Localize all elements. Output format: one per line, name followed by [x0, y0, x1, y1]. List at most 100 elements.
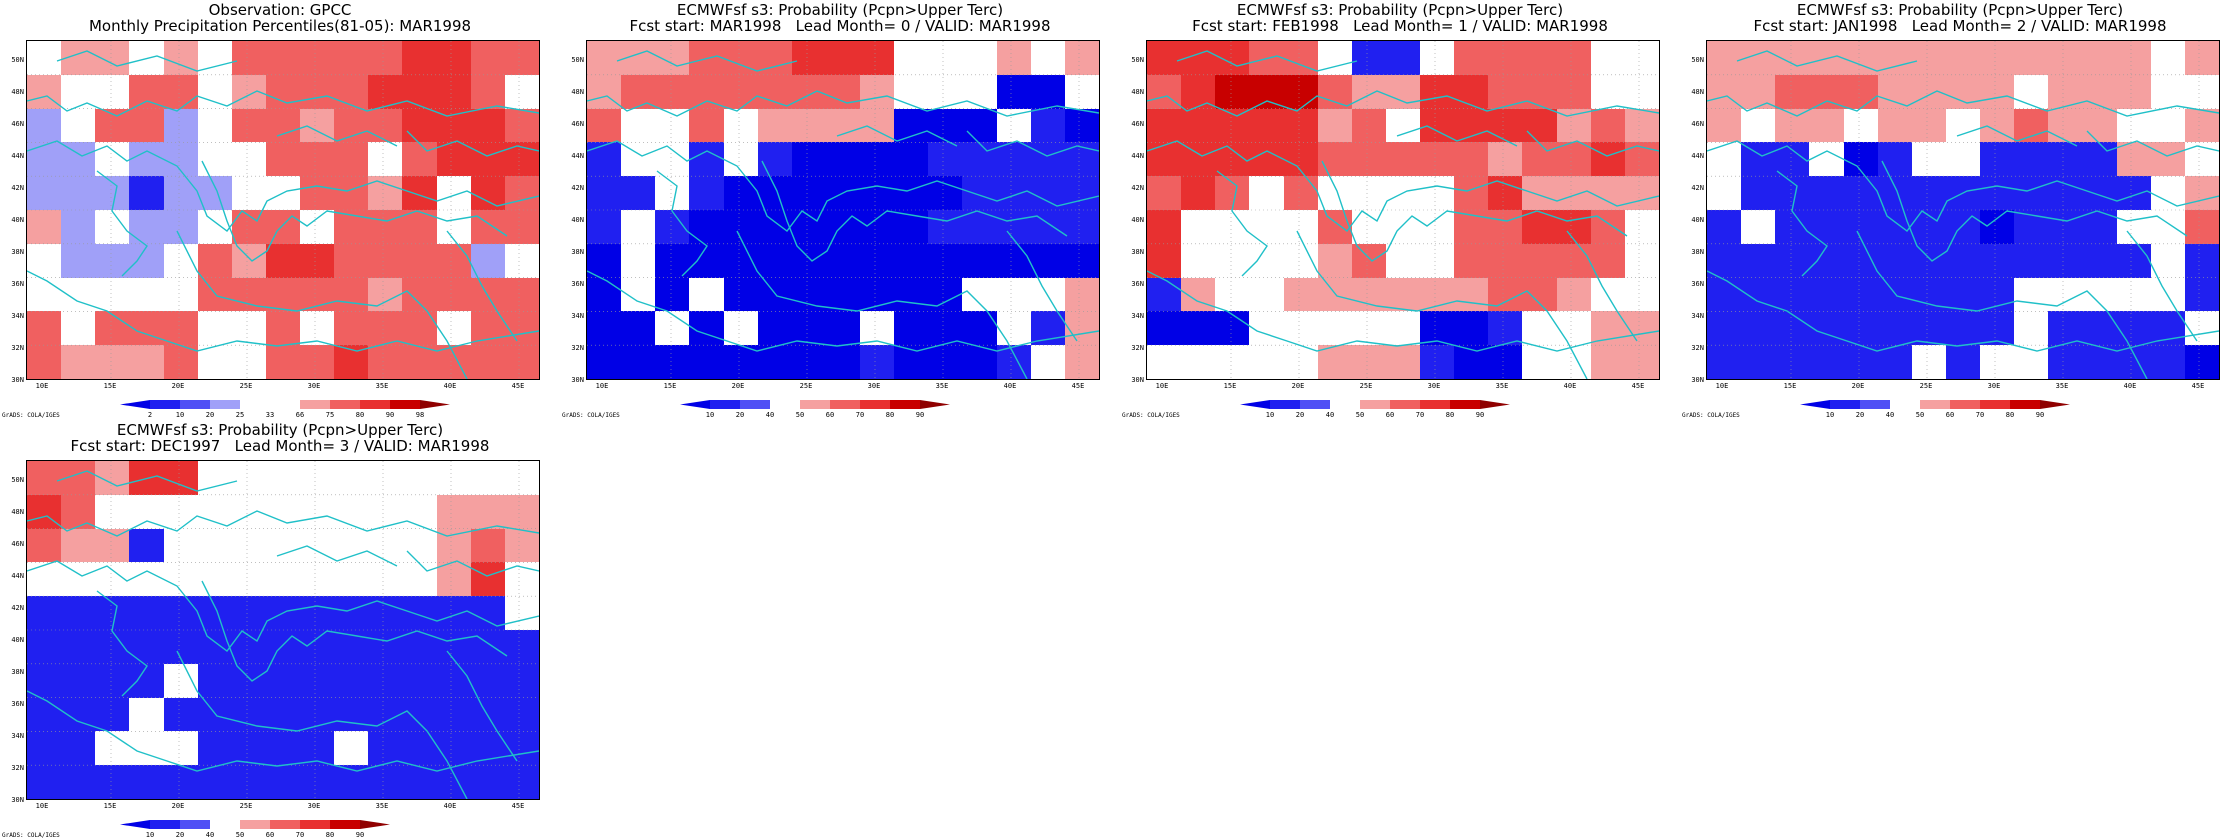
grid-cell: [300, 41, 335, 75]
grid-cell: [61, 345, 96, 379]
grid-cell: [1877, 209, 1912, 244]
grid-cell: [2184, 243, 2219, 278]
longitude-label: 40E: [1003, 382, 1017, 390]
colorbar-label: 80: [1445, 411, 1455, 419]
latitude-label: 36N: [11, 700, 24, 708]
grid-cell: [436, 461, 471, 495]
grid-cell: [1385, 209, 1421, 244]
grid-cell: [300, 243, 335, 278]
grid-cell: [825, 108, 861, 143]
coastline: [1736, 50, 1918, 72]
grid-cell: [27, 629, 62, 664]
grid-cell: [402, 596, 437, 630]
grid-cell: [61, 142, 96, 177]
grid-cell: [95, 731, 130, 766]
probability-grid: [1707, 41, 2219, 379]
grid-cell: [1707, 176, 1742, 210]
colorbar-segment: [770, 400, 800, 409]
probability-grid: [1147, 41, 1659, 379]
grid-cell: [2184, 108, 2219, 143]
grid-cell: [2116, 142, 2151, 177]
grid-cell: [300, 629, 335, 664]
coastline: [587, 140, 1099, 232]
grid-cell: [1809, 243, 1844, 278]
grid-cell: [1877, 277, 1912, 312]
grid-cell: [689, 243, 724, 278]
grid-cell: [95, 311, 130, 346]
grads-credit: GrADS: COLA/IGES: [2, 412, 60, 419]
grid-cell: [757, 277, 792, 312]
grid-cell: [129, 311, 164, 346]
grid-cell: [1181, 108, 1216, 143]
colorbar-label: 20: [1295, 411, 1305, 419]
grid-cell: [1741, 142, 1776, 177]
coastline: [587, 90, 1099, 117]
grid-cell: [61, 108, 96, 143]
coastline: [1776, 170, 1828, 277]
grid-cell: [402, 494, 437, 529]
grid-cell: [1624, 176, 1659, 210]
grid-cell: [163, 765, 198, 799]
longitude-label: 45E: [1071, 382, 1085, 390]
grid-cell: [436, 765, 471, 799]
grid-cell: [757, 74, 792, 109]
grid-cell: [757, 176, 792, 210]
grid-cell: [129, 528, 164, 563]
grid-cell: [1809, 108, 1844, 143]
panel-forecast-lead3: ECMWFsf s3: Probability (Pcpn>Upper Terc…: [0, 420, 560, 840]
grid-cell: [402, 74, 437, 109]
grid-cell: [1030, 108, 1065, 143]
longitude-label: 40E: [443, 802, 457, 810]
grid-cell: [368, 562, 403, 597]
grid-cell: [231, 528, 266, 563]
grid-cell: [894, 74, 929, 109]
grid-cell: [197, 663, 232, 698]
grid-cell: [1030, 41, 1065, 75]
colorbar-segment: [680, 400, 710, 409]
grid-cell: [61, 731, 96, 766]
coastline: [276, 545, 398, 567]
grid-cell: [231, 142, 266, 177]
grid-cell: [402, 41, 437, 75]
grid-cell: [504, 731, 539, 766]
grid-cell: [2116, 74, 2151, 109]
grid-cell: [1181, 311, 1216, 346]
grid-cell: [368, 209, 403, 244]
grid-cell: [587, 209, 622, 244]
grads-credit: GrADS: COLA/IGES: [1122, 412, 1180, 419]
grid-cell: [436, 731, 471, 766]
coastline: [1176, 50, 1358, 72]
grid-cell: [129, 74, 164, 109]
grid-cell: [860, 74, 895, 109]
grid-cell: [129, 176, 164, 210]
latitude-label: 46N: [11, 540, 24, 548]
grid-cell: [334, 277, 369, 312]
grid-cell: [1877, 243, 1912, 278]
grid-cell: [61, 311, 96, 346]
coastline-overlay: [1707, 41, 2219, 379]
grid-cell: [2116, 209, 2151, 244]
longitude-label: 40E: [2123, 382, 2137, 390]
colorbar-segment: [180, 400, 210, 409]
grid-cell: [197, 74, 232, 109]
grid-cell: [689, 277, 724, 312]
grid-cell: [1317, 176, 1352, 210]
latitude-label: 40N: [1691, 216, 1704, 224]
grid-cell: [1181, 142, 1216, 177]
grid-cell: [1317, 209, 1352, 244]
grid-cell: [163, 74, 198, 109]
grid-cell: [1249, 108, 1284, 143]
grid-cell: [689, 209, 724, 244]
grid-cell: [334, 765, 369, 799]
longitude-label: 30E: [1427, 382, 1441, 390]
colorbar-label: 50: [1355, 411, 1365, 419]
grid-cell: [1215, 243, 1250, 278]
grid-cell: [163, 176, 198, 210]
grid-cell: [231, 562, 266, 597]
colorbar-label: 80: [2005, 411, 2015, 419]
grid-cell: [61, 176, 96, 210]
grid-cell: [1775, 345, 1810, 379]
colorbar-segment: [390, 400, 420, 409]
grid-cell: [470, 562, 505, 597]
grid-cell: [1249, 74, 1284, 109]
